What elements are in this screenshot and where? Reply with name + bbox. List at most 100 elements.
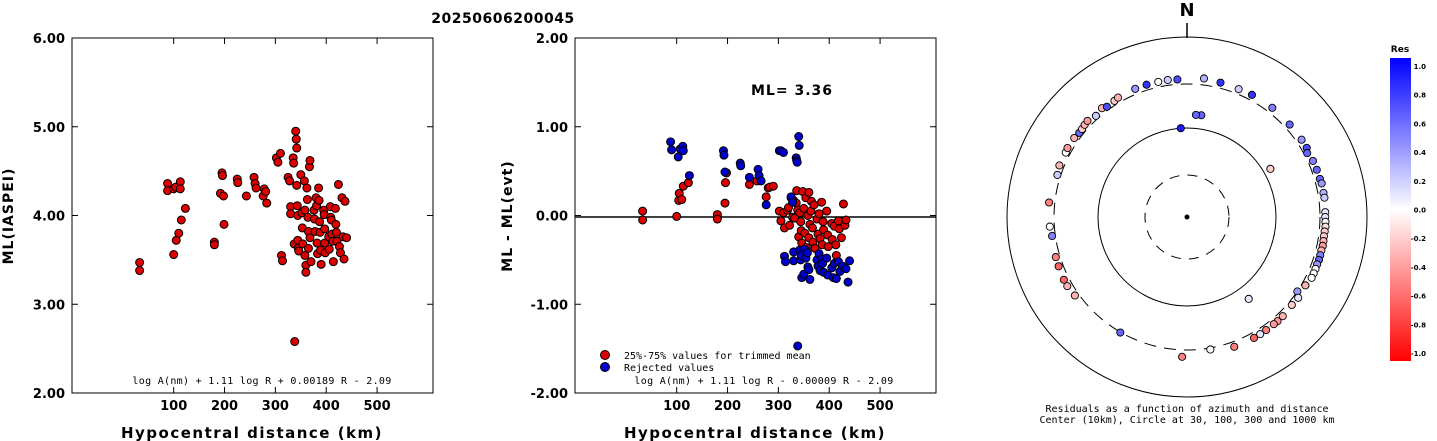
ml-data-point <box>273 157 283 167</box>
polar-residual-point <box>1247 90 1256 99</box>
polar-residual-point <box>1268 103 1277 112</box>
polar-residual-point <box>1285 120 1294 129</box>
residual-point-trimmed <box>768 181 778 191</box>
residual-point-rejected <box>802 248 812 258</box>
ml-data-point <box>292 180 302 190</box>
colorbar-tick-label: 0.0 <box>1414 207 1427 215</box>
residual-point-rejected <box>792 157 802 167</box>
ml-data-point <box>340 196 350 206</box>
colorbar-tick-label: 0.8 <box>1414 92 1427 100</box>
residual-point-trimmed <box>831 240 841 250</box>
colorbar-tick-label: 1.0 <box>1414 63 1427 71</box>
ring-300km <box>1053 83 1321 351</box>
figure-title: 20250606200045 <box>431 11 574 27</box>
residual-point-trimmed <box>638 206 648 216</box>
residual-point-rejected <box>780 257 790 267</box>
polar-residual-point <box>1294 293 1303 302</box>
ml-data-point <box>219 191 229 201</box>
polar-residual-point <box>1048 231 1057 241</box>
polar-residual-point <box>1297 135 1306 144</box>
ml-data-point <box>314 195 324 205</box>
residual-point-rejected <box>788 197 798 207</box>
ml-data-point <box>339 254 349 264</box>
polar-residual-point <box>1070 133 1079 143</box>
left-panel: 2.00 3.00 4.00 5.00 6.00 100 200 300 400 500 ML(… <box>1 32 434 441</box>
residual-point-trimmed <box>638 215 648 225</box>
middle-y-axis: -2.00 -1.00 0.00 1.00 2.00 <box>531 32 936 402</box>
ml-data-point <box>261 187 271 197</box>
ml-data-point <box>219 219 229 229</box>
colorbar-tick-label: -1.0 <box>1411 350 1426 358</box>
residual-point-trimmed <box>814 209 824 219</box>
polar-residual-point <box>1262 325 1271 335</box>
ml-data-point <box>306 257 316 267</box>
residual-point-trimmed <box>720 198 730 208</box>
polar-residual-point <box>1320 193 1329 202</box>
legend-marker-trimmed <box>600 350 610 360</box>
colorbar-tick-label: -0.2 <box>1411 235 1426 243</box>
ml-data-point <box>175 184 185 194</box>
polar-residual-point <box>1307 273 1316 282</box>
polar-residual-point <box>1053 170 1062 179</box>
ml-data-point <box>305 233 315 243</box>
middle-ytick-label: -2.00 <box>531 387 568 402</box>
north-label: N <box>1179 0 1194 21</box>
polar-residual-point <box>1102 102 1111 111</box>
colorbar-gradient <box>1390 58 1411 361</box>
ml-data-point <box>300 250 310 260</box>
residual-point-rejected <box>666 137 676 147</box>
middle-scatter-points <box>638 132 855 351</box>
ml-data-point <box>233 178 243 188</box>
residual-point-rejected <box>667 145 677 155</box>
left-xtick-label: 100 <box>160 399 187 414</box>
ml-data-point <box>209 240 219 250</box>
ml-data-point <box>342 233 352 243</box>
ring-100km <box>1097 127 1277 307</box>
ml-data-point <box>294 246 304 256</box>
ml-annotation: ML= 3.36 <box>751 83 833 99</box>
middle-formula: log A(nm) + 1.11 log R - 0.00009 R - 2.0… <box>634 376 893 387</box>
polar-residual-point <box>1312 165 1321 174</box>
polar-residual-point <box>1142 80 1151 89</box>
residual-point-trimmed <box>841 215 851 225</box>
polar-residual-point <box>1063 143 1072 153</box>
ml-data-point <box>251 183 261 193</box>
middle-xtick-label: 500 <box>867 399 894 414</box>
residual-point-rejected <box>793 341 803 351</box>
residual-point-trimmed <box>822 206 832 216</box>
polar-residual-point <box>1116 328 1125 337</box>
polar-caption-line1: Residuals as a function of azimuth and d… <box>1046 404 1329 415</box>
residual-point-rejected <box>684 171 694 181</box>
left-xtick-label: 400 <box>313 399 340 414</box>
residual-point-rejected <box>822 253 832 263</box>
middle-xtick-label: 300 <box>765 399 792 414</box>
left-xtick-label: 300 <box>262 399 289 414</box>
residual-point-trimmed <box>836 233 846 243</box>
middle-panel: -2.00 -1.00 0.00 1.00 2.00 100 200 300 400 500 M… <box>500 32 937 441</box>
polar-residual-point <box>1244 294 1253 303</box>
left-formula: log A(nm) + 1.11 log R + 0.00189 R - 2.0… <box>132 376 391 387</box>
residual-point-rejected <box>778 147 788 157</box>
residual-point-rejected <box>756 176 766 186</box>
residual-point-rejected <box>761 200 771 210</box>
ml-data-point <box>331 219 341 229</box>
ml-data-point <box>315 217 325 227</box>
colorbar-tick-label: 0.6 <box>1414 120 1427 128</box>
ml-data-point <box>331 227 341 237</box>
ml-data-point <box>135 258 145 268</box>
ml-data-point <box>285 176 295 186</box>
left-ytick-label: 5.00 <box>33 121 65 136</box>
left-y-axis: 2.00 3.00 4.00 5.00 6.00 <box>33 32 433 402</box>
left-ytick-label: 6.00 <box>33 32 65 47</box>
residual-point-trimmed <box>838 199 848 209</box>
ml-data-point <box>290 337 300 347</box>
polar-residual-point <box>1055 161 1064 170</box>
residual-point-rejected <box>794 132 804 142</box>
center-point <box>1184 214 1190 220</box>
residual-point-rejected <box>736 161 746 171</box>
legend-label-rejected: Rejected values <box>624 363 714 374</box>
residual-point-rejected <box>719 150 729 160</box>
ml-data-point <box>320 238 330 248</box>
polar-residual-point <box>1230 342 1239 351</box>
